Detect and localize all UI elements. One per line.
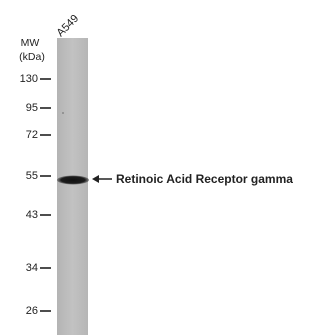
speck [62, 112, 64, 114]
blot-svg: A549 MW (kDa) 130 95 72 55 43 34 26 Retinoic A… [0, 0, 315, 335]
arrow-head [92, 175, 99, 183]
lane-label: A549 [55, 13, 82, 40]
marker-ladder: 130 95 72 55 43 34 26 [20, 73, 51, 317]
marker-label: 55 [26, 170, 38, 182]
protein-band [57, 176, 89, 185]
mw-label: MW [21, 37, 40, 49]
marker-label: 130 [20, 73, 38, 85]
band-label: Retinoic Acid Receptor gamma [116, 172, 293, 186]
marker-label: 26 [26, 305, 38, 317]
marker-label: 43 [26, 209, 38, 221]
gel-lane [57, 38, 88, 335]
marker-label: 95 [26, 102, 38, 114]
marker-label: 34 [26, 262, 38, 274]
mw-unit: (kDa) [19, 51, 45, 63]
marker-label: 72 [26, 129, 38, 141]
blot-figure: A549 MW (kDa) 130 95 72 55 43 34 26 Retinoic A… [0, 0, 315, 335]
